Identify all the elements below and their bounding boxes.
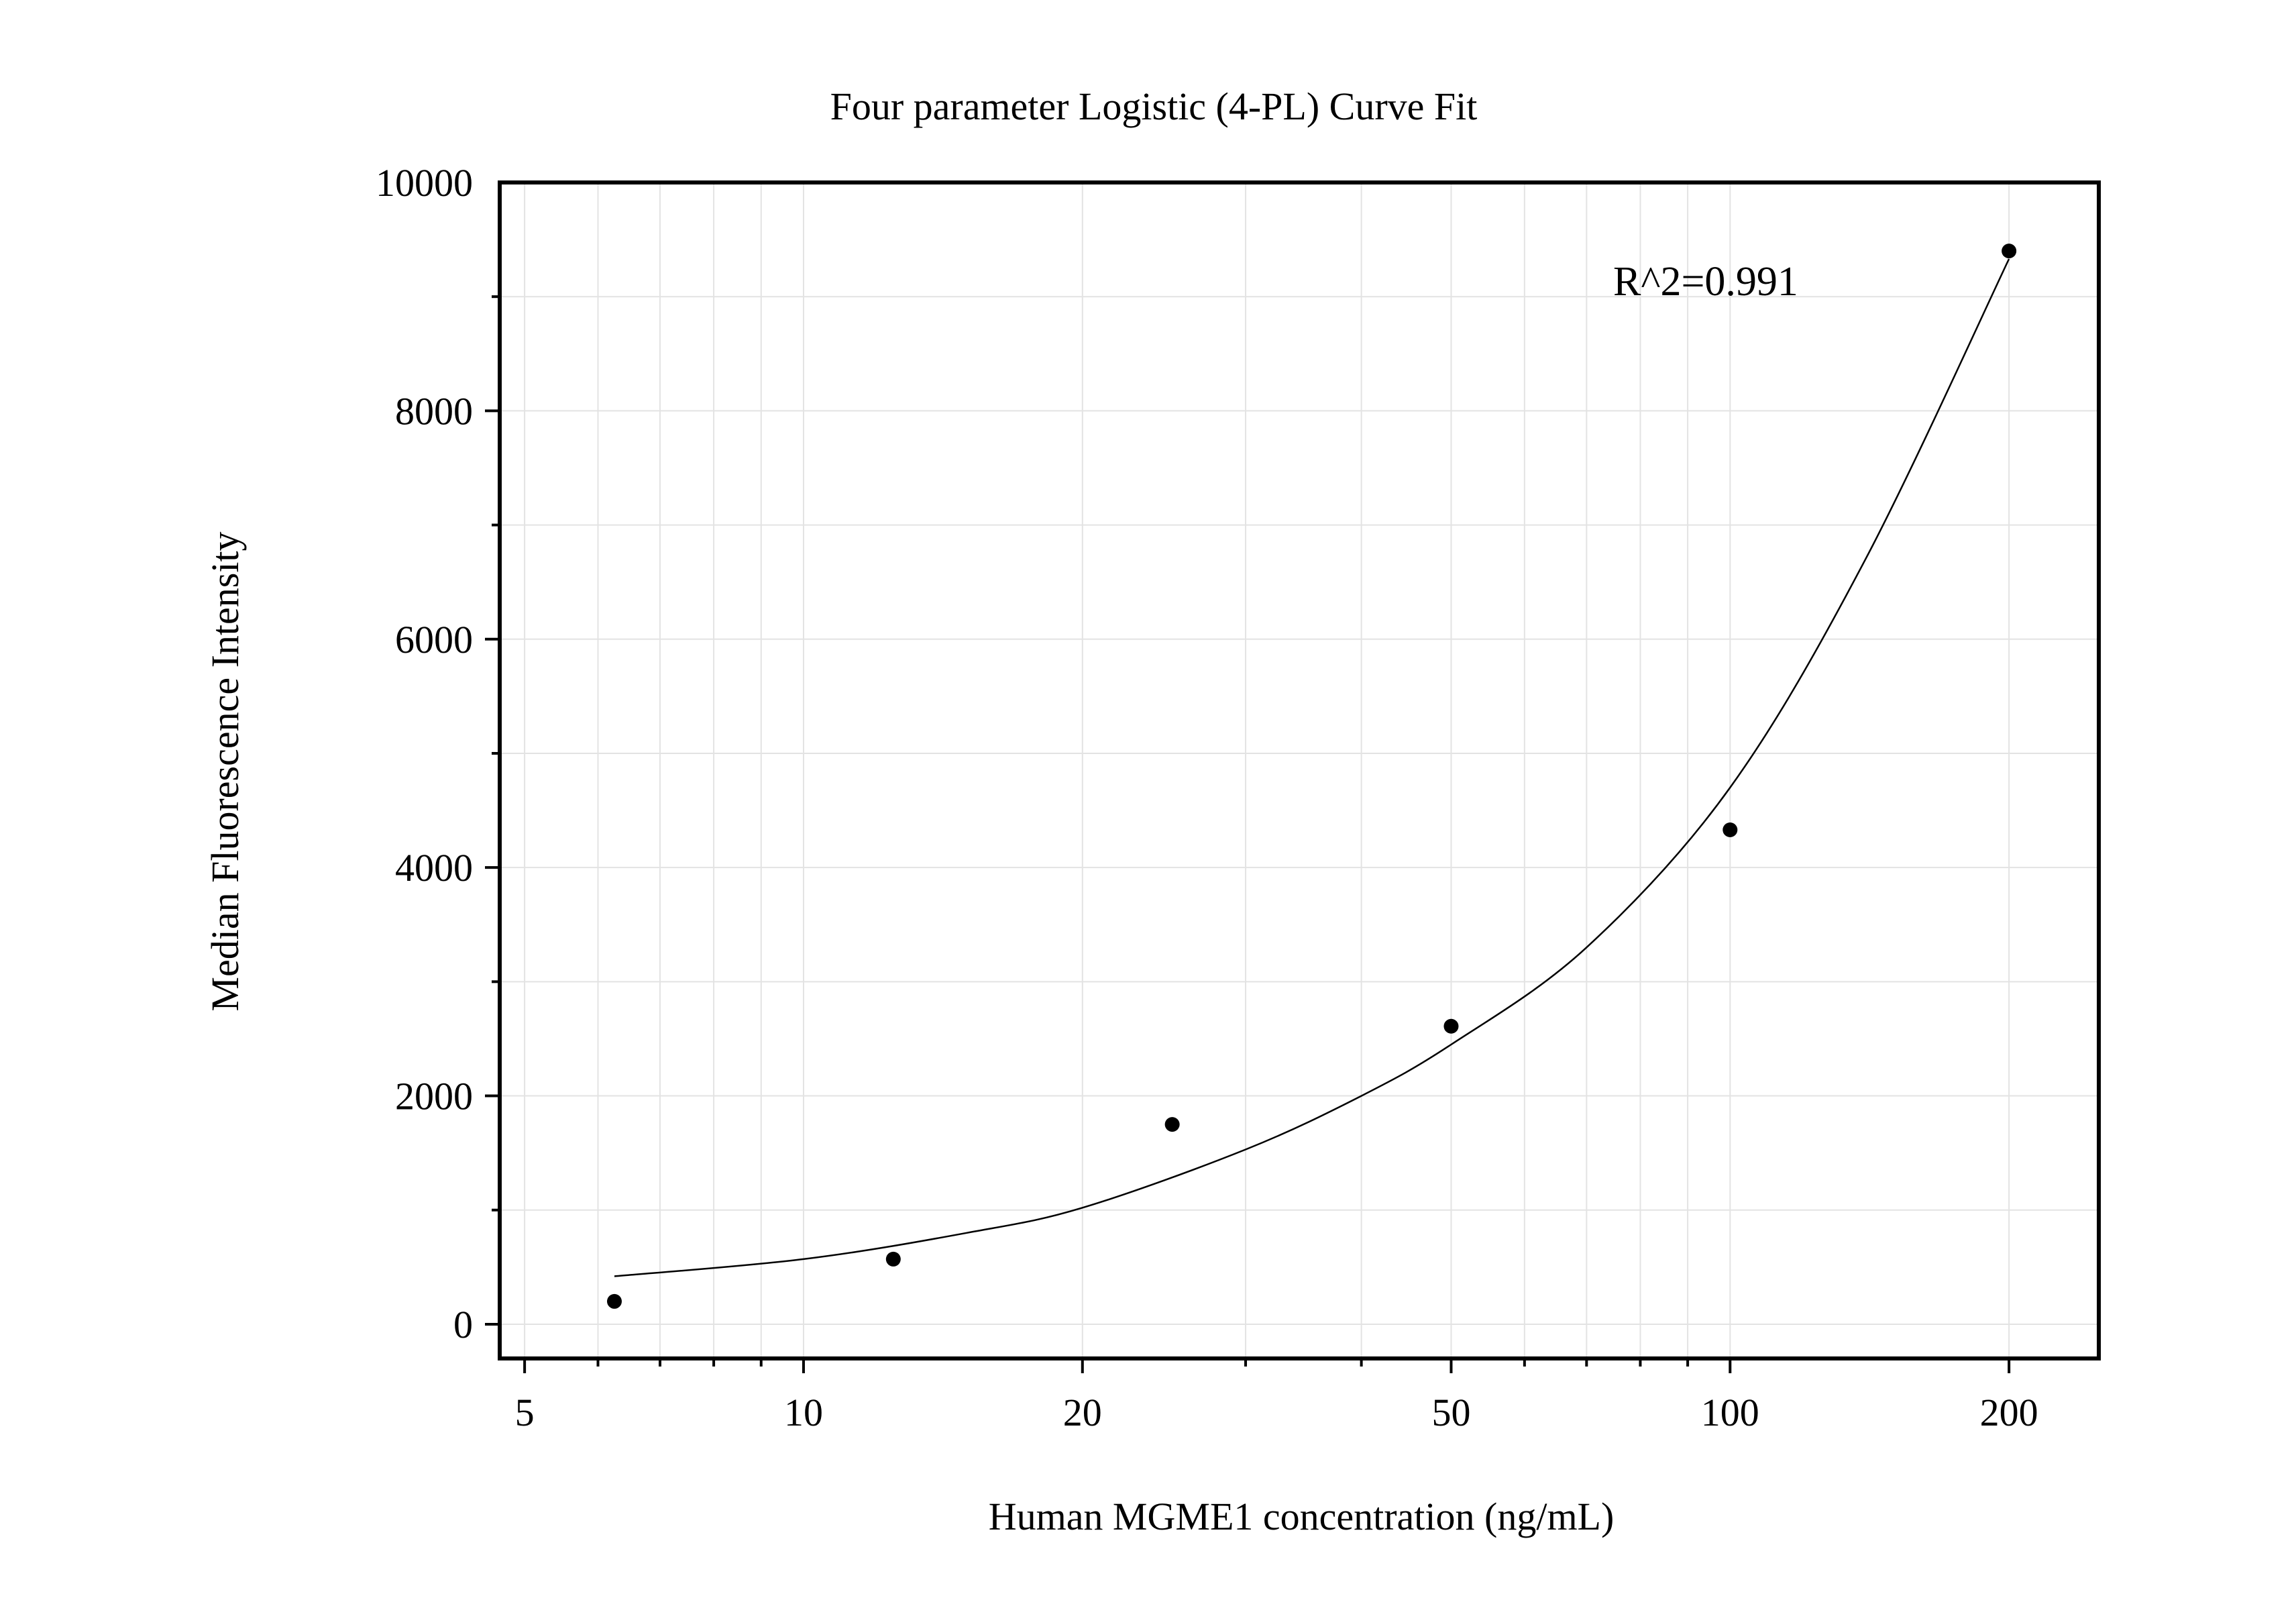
grid — [500, 182, 2099, 1358]
x-tick-label: 50 — [1431, 1391, 1470, 1434]
x-tick-label: 100 — [1701, 1391, 1759, 1434]
plot-frame — [498, 180, 2101, 1360]
x-tick-label: 5 — [515, 1391, 535, 1434]
x-tick-label: 200 — [1980, 1391, 2038, 1434]
x-axis-label: Human MGME1 concentration (ng/mL) — [989, 1495, 1615, 1538]
x-tick-label: 20 — [1063, 1391, 1102, 1434]
y-tick-label: 0 — [453, 1303, 473, 1346]
data-point — [1723, 822, 1738, 838]
data-point — [1164, 1117, 1180, 1132]
fit-curve-group — [614, 258, 2010, 1277]
y-tick-label: 6000 — [395, 618, 473, 661]
y-tick-label: 8000 — [395, 389, 473, 433]
chart-title: Four parameter Logistic (4-PL) Curve Fit — [830, 85, 1478, 128]
data-point — [1443, 1018, 1459, 1034]
axis-ticks — [485, 295, 2011, 1373]
y-tick-label: 10000 — [376, 161, 473, 205]
y-axis-label: Median Fluorescence Intensity — [203, 531, 247, 1011]
y-tick-label: 4000 — [395, 846, 473, 890]
data-point — [885, 1251, 901, 1267]
data-point — [2002, 244, 2017, 259]
fit-curve — [614, 258, 2010, 1277]
x-tick-label: 10 — [784, 1391, 823, 1434]
r-squared-annotation: R^2=0.991 — [1613, 259, 1798, 305]
y-tick-label: 2000 — [395, 1075, 473, 1118]
data-points — [606, 244, 2017, 1309]
data-point — [606, 1293, 622, 1309]
